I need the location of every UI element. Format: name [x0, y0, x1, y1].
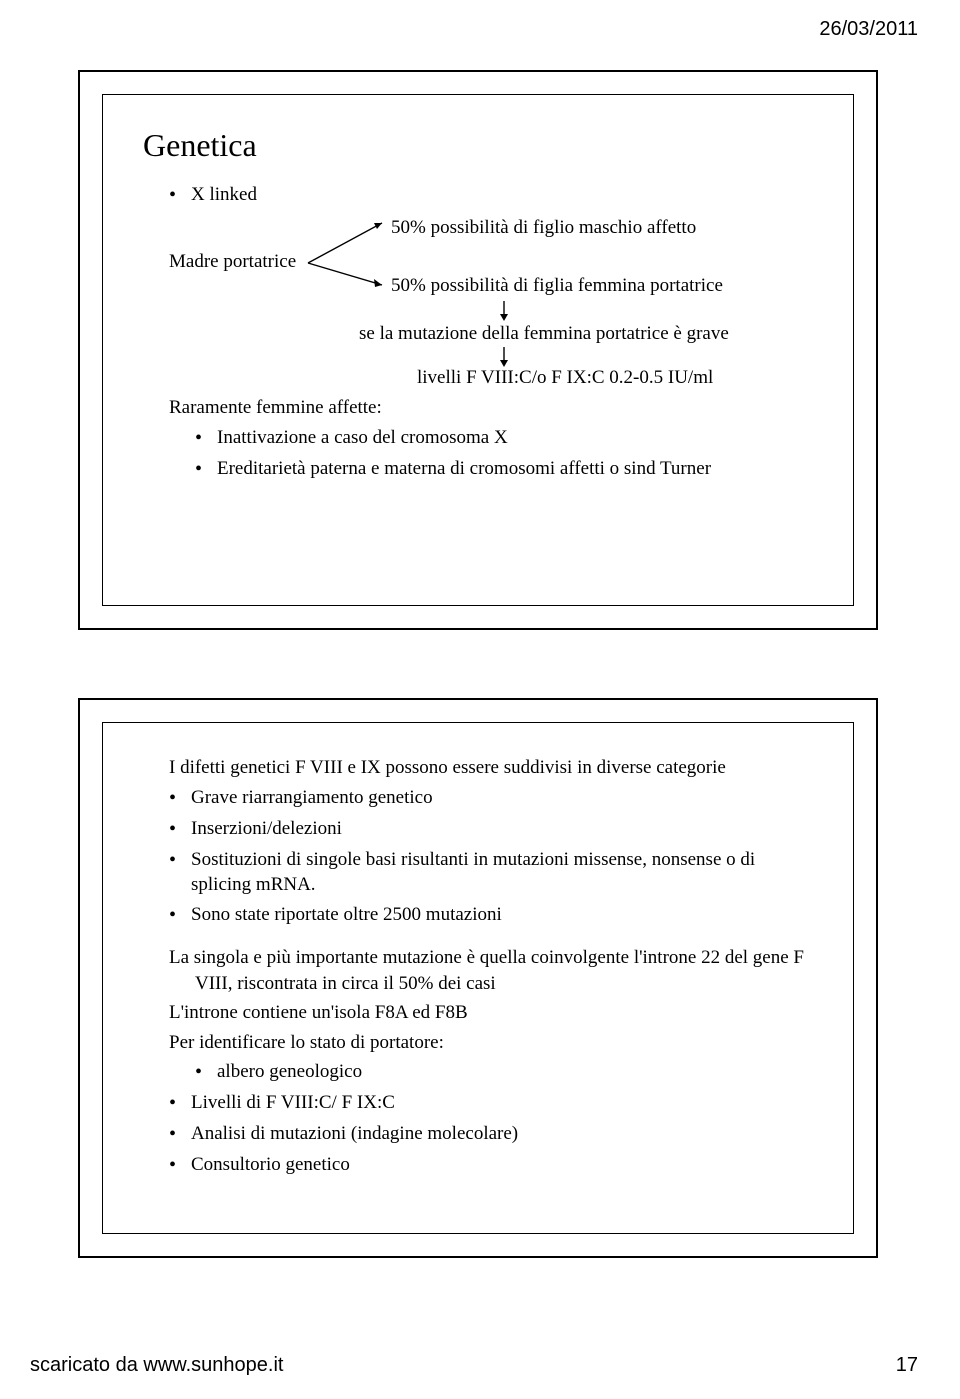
bullet-icon	[169, 816, 191, 843]
mountain-bg-icon	[103, 515, 853, 605]
branch-label: Madre portatrice	[169, 249, 296, 275]
down-arrow-icon	[494, 299, 514, 323]
bullet-icon	[169, 1090, 191, 1117]
bullet-icon	[195, 456, 217, 483]
slide1-b1: X linked	[191, 182, 257, 208]
footer-page-number: 17	[896, 1354, 918, 1377]
slide2-c4: Consultorio genetico	[191, 1152, 350, 1178]
angle-bracket-icon	[304, 213, 394, 313]
slide2-b2: Inserzioni/delezioni	[191, 816, 342, 842]
slide2-b1: Grave riarrangiamento genetico	[191, 785, 433, 811]
slide2-p4: Per identificare lo stato di portatore:	[169, 1032, 444, 1053]
slide2-b4: Sono state riportate oltre 2500 mutazion…	[191, 902, 502, 928]
footer-left: scaricato da www.sunhope.it	[30, 1354, 283, 1377]
slide-1: Genetica X linked Madre portatrice 50% p…	[78, 70, 878, 630]
branch-line3: se la mutazione della femmina portatrice…	[359, 321, 729, 347]
bullet-icon	[169, 902, 191, 929]
bullet-icon	[169, 785, 191, 812]
bullet-icon	[195, 1059, 217, 1086]
slide2-content: I difetti genetici F VIII e IX possono e…	[143, 755, 813, 1183]
slide2-c1: albero geneologico	[217, 1059, 362, 1085]
bullet-icon	[195, 425, 217, 452]
slide-1-inner: Genetica X linked Madre portatrice 50% p…	[102, 94, 854, 606]
slide-2: I difetti genetici F VIII e IX possono e…	[78, 698, 878, 1258]
slide2-c2: Livelli di F VIII:C/ F IX:C	[191, 1090, 395, 1116]
slide2-c3: Analisi di mutazioni (indagine molecolar…	[191, 1121, 518, 1147]
slide2-b3: Sostituzioni di singole basi risultanti …	[191, 847, 813, 898]
slide2-p3: L'introne contiene un'isola F8A ed F8B	[169, 1002, 468, 1023]
slide1-title: Genetica	[143, 127, 813, 164]
slide1-b2: Raramente femmine affette:	[169, 395, 382, 421]
slide1-b2b: Ereditarietà paterna e materna di cromos…	[217, 456, 711, 482]
bullet-icon	[169, 182, 191, 209]
slide1-content: X linked Madre portatrice 50% possibilit…	[143, 182, 813, 487]
slide1-b2a: Inattivazione a caso del cromosoma X	[217, 425, 508, 451]
bullet-icon	[169, 847, 191, 874]
slide2-p2: La singola e più importante mutazione è …	[169, 947, 804, 994]
branch-line2: 50% possibilità di figlia femmina portat…	[391, 273, 723, 299]
branch-diagram: Madre portatrice 50% possibilità di figl…	[169, 213, 813, 383]
page-footer: scaricato da www.sunhope.it 17	[30, 1354, 918, 1377]
slide-2-inner: I difetti genetici F VIII e IX possono e…	[102, 722, 854, 1234]
slide2-p1: I difetti genetici F VIII e IX possono e…	[169, 757, 726, 778]
branch-line4: livelli F VIII:C/o F IX:C 0.2-0.5 IU/ml	[417, 365, 713, 391]
branch-line1: 50% possibilità di figlio maschio affett…	[391, 215, 696, 241]
bullet-icon	[169, 1152, 191, 1179]
bullet-icon	[169, 1121, 191, 1148]
date-header: 26/03/2011	[819, 18, 918, 41]
